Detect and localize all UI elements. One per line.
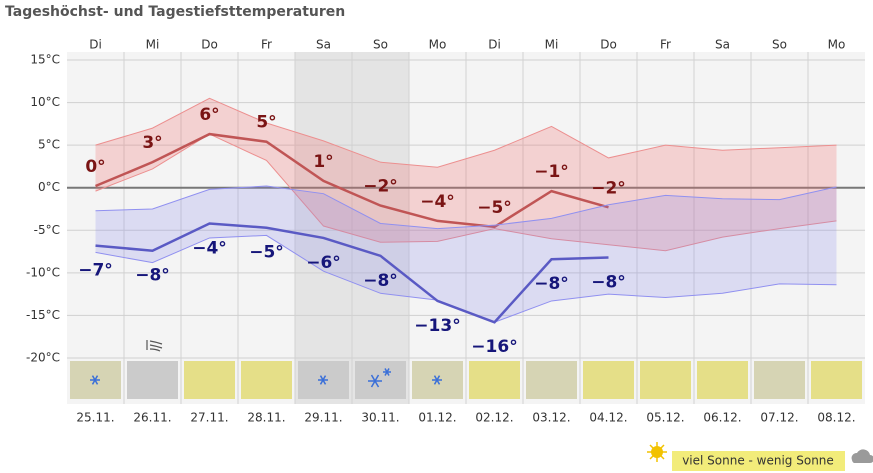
value-label: −13° bbox=[414, 316, 460, 336]
day-label: Do bbox=[201, 38, 218, 52]
sky-box bbox=[583, 361, 634, 399]
range-low-edge bbox=[95, 133, 837, 252]
y-tick-label: -5°C bbox=[34, 223, 60, 237]
date-label: 26.11. bbox=[133, 411, 171, 425]
sky-box bbox=[241, 361, 292, 399]
value-label: 1° bbox=[313, 152, 333, 172]
day-label: Sa bbox=[715, 38, 730, 52]
value-label: −16° bbox=[471, 337, 517, 357]
snow-icon bbox=[91, 375, 99, 385]
sky-box bbox=[697, 361, 748, 399]
snow-icon bbox=[433, 375, 441, 385]
day-label: Fr bbox=[660, 38, 671, 52]
sky-box bbox=[526, 361, 577, 399]
day-label: So bbox=[772, 38, 787, 52]
value-label: −2° bbox=[363, 177, 398, 197]
value-label: 6° bbox=[199, 105, 219, 125]
day-label: Mo bbox=[828, 38, 846, 52]
legend: viel Sonne - wenig Sonne bbox=[647, 442, 873, 471]
sky-box bbox=[640, 361, 691, 399]
sky-box bbox=[469, 361, 520, 399]
snow-icon bbox=[319, 375, 327, 385]
temp-line bbox=[95, 222, 609, 324]
range-band bbox=[95, 186, 837, 323]
date-label: 06.12. bbox=[703, 411, 741, 425]
y-tick-label: 0°C bbox=[38, 180, 60, 194]
date-label: 02.12. bbox=[475, 411, 513, 425]
wind-icon bbox=[146, 340, 163, 352]
value-label: −5° bbox=[249, 243, 284, 263]
date-label: 04.12. bbox=[589, 411, 627, 425]
legend-text: viel Sonne - wenig Sonne bbox=[682, 454, 834, 468]
y-tick-label: 5°C bbox=[38, 138, 60, 152]
date-label: 29.11. bbox=[304, 411, 342, 425]
sky-box bbox=[754, 361, 805, 399]
day-label: So bbox=[373, 38, 388, 52]
y-tick-label: 15°C bbox=[30, 53, 60, 67]
value-label: 3° bbox=[142, 133, 162, 153]
y-tick-label: -15°C bbox=[26, 308, 60, 322]
value-label: 5° bbox=[256, 113, 276, 133]
value-label: −8° bbox=[135, 266, 170, 286]
range-high-edge bbox=[95, 185, 837, 230]
value-label: −7° bbox=[78, 261, 113, 281]
cloud-icon bbox=[851, 449, 873, 463]
range-band bbox=[95, 98, 837, 251]
sky-box bbox=[184, 361, 235, 399]
value-label: −8° bbox=[534, 274, 569, 294]
y-tick-label: 10°C bbox=[30, 95, 60, 109]
sky-box bbox=[355, 361, 406, 399]
date-label: 07.12. bbox=[760, 411, 798, 425]
day-label: Mi bbox=[545, 38, 559, 52]
date-label: 27.11. bbox=[190, 411, 228, 425]
date-label: 01.12. bbox=[418, 411, 456, 425]
value-label: −6° bbox=[306, 253, 341, 273]
temp-line bbox=[95, 132, 609, 229]
date-label: 08.12. bbox=[817, 411, 855, 425]
value-label: −5° bbox=[477, 198, 512, 218]
value-label: −8° bbox=[591, 273, 626, 293]
value-label: −2° bbox=[591, 178, 626, 198]
value-label: −1° bbox=[534, 162, 569, 182]
day-label: Mo bbox=[429, 38, 447, 52]
value-label: −4° bbox=[420, 192, 455, 212]
snow-icon bbox=[384, 368, 390, 376]
range-high-edge bbox=[95, 97, 837, 168]
day-label: Di bbox=[89, 38, 102, 52]
y-tick-label: -10°C bbox=[26, 265, 60, 279]
date-label: 28.11. bbox=[247, 411, 285, 425]
y-tick-label: -20°C bbox=[26, 351, 60, 365]
date-label: 05.12. bbox=[646, 411, 684, 425]
day-label: Do bbox=[600, 38, 617, 52]
snow-icon bbox=[370, 374, 380, 388]
day-label: Sa bbox=[316, 38, 331, 52]
day-label: Mi bbox=[146, 38, 160, 52]
value-label: −8° bbox=[363, 271, 398, 291]
sky-box bbox=[811, 361, 862, 399]
day-label: Fr bbox=[261, 38, 272, 52]
value-label: 0° bbox=[85, 157, 105, 177]
day-label: Di bbox=[488, 38, 501, 52]
date-label: 03.12. bbox=[532, 411, 570, 425]
date-label: 25.11. bbox=[76, 411, 114, 425]
sky-box bbox=[127, 361, 178, 399]
value-label: −4° bbox=[192, 238, 227, 258]
legend-bar bbox=[672, 451, 845, 471]
date-label: 30.11. bbox=[361, 411, 399, 425]
chart-title: Tageshöchst- und Tagestiefsttemperaturen bbox=[5, 4, 345, 20]
